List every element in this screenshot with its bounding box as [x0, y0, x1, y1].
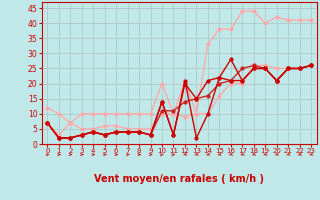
X-axis label: Vent moyen/en rafales ( km/h ): Vent moyen/en rafales ( km/h ): [94, 174, 264, 184]
